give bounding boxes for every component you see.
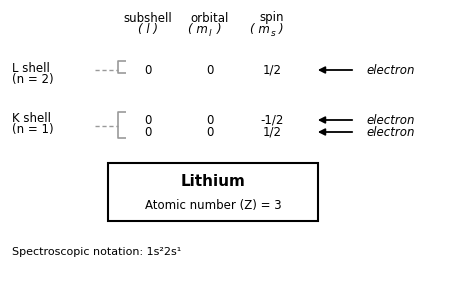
Text: (n = 2): (n = 2) [12,74,54,86]
Text: orbital: orbital [191,12,229,24]
Text: 1/2: 1/2 [263,63,282,77]
Text: s: s [271,29,276,38]
Text: ): ) [217,24,222,36]
Text: 0: 0 [206,113,214,127]
Bar [108,163,318,221]
Text: L shell: L shell [12,61,50,74]
Text: 0: 0 [144,113,152,127]
Text: electron: electron [366,125,414,139]
Text: Lithium: Lithium [181,173,246,189]
Text: K shell: K shell [12,111,51,125]
Text: l: l [209,29,211,38]
Text: 1/2: 1/2 [263,125,282,139]
Text: -1/2: -1/2 [260,113,283,127]
Text: electron: electron [366,63,414,77]
Text: ( m: ( m [188,24,208,36]
Text: ( m: ( m [250,24,270,36]
Text: ): ) [279,24,283,36]
Text: (n = 1): (n = 1) [12,123,54,136]
Text: 0: 0 [206,125,214,139]
Text: subshell: subshell [124,12,173,24]
Text: 0: 0 [144,63,152,77]
Text: ( l ): ( l ) [138,24,158,36]
Text: spin: spin [260,12,284,24]
Text: 0: 0 [144,125,152,139]
Text: 0: 0 [206,63,214,77]
Text: Spectroscopic notation: 1s²2s¹: Spectroscopic notation: 1s²2s¹ [12,247,181,257]
Text: electron: electron [366,113,414,127]
Text: Atomic number (Z) = 3: Atomic number (Z) = 3 [145,198,281,212]
